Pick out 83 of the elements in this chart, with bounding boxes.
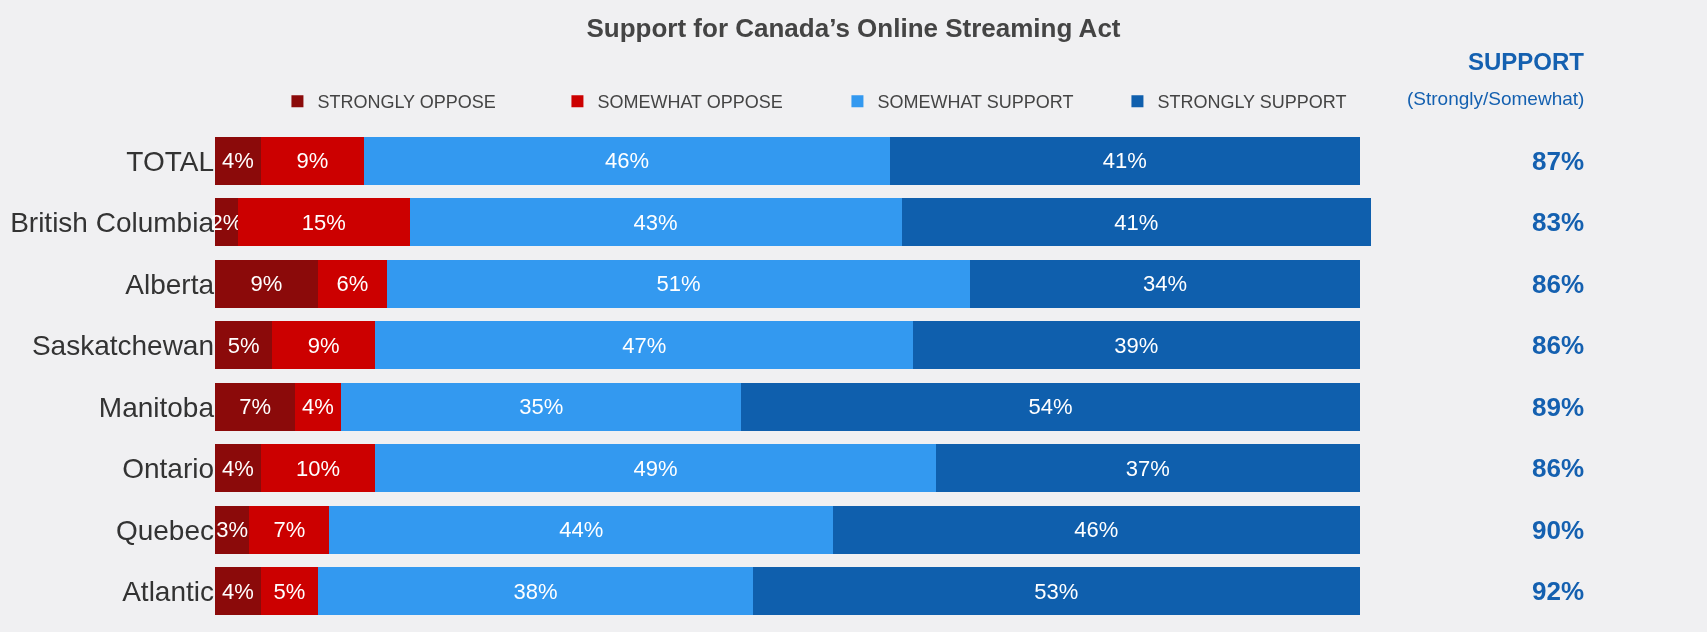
data-label: 51% — [656, 271, 701, 297]
data-label: 5% — [227, 332, 260, 358]
data-label: 54% — [1028, 394, 1073, 420]
text: (Strongly/Somewhat) — [1407, 88, 1585, 109]
bar — [249, 505, 330, 554]
bar — [295, 382, 341, 431]
data-label: 35% — [519, 394, 564, 420]
bar — [833, 505, 1360, 554]
bar — [215, 321, 273, 370]
data-label: 39% — [1114, 332, 1159, 358]
bar — [386, 259, 971, 308]
data-label: 9% — [307, 332, 340, 358]
bar — [363, 136, 891, 185]
text: 83% — [1532, 207, 1585, 237]
bar — [215, 567, 261, 616]
bar — [741, 382, 1360, 431]
data-label: 37% — [1125, 455, 1170, 481]
data-label: 41% — [1114, 209, 1159, 235]
data-label: 3% — [216, 517, 249, 543]
data-label: 46% — [1074, 517, 1119, 543]
bar — [215, 382, 296, 431]
bar — [752, 567, 1360, 616]
legend-label: SOMEWHAT OPPOSE — [597, 92, 783, 113]
bar — [913, 321, 1360, 370]
bar — [375, 444, 937, 493]
data-label: 7% — [239, 394, 271, 420]
bar — [970, 259, 1360, 308]
data-label: 43% — [633, 209, 678, 235]
data-label: 4% — [221, 148, 254, 174]
y-tick-label: Ontario — [122, 453, 214, 485]
data-label: 41% — [1102, 148, 1147, 174]
bar — [890, 136, 1360, 185]
data-label: 9% — [296, 148, 329, 174]
bar — [901, 198, 1371, 247]
data-label: 34% — [1142, 271, 1187, 297]
bar — [375, 321, 914, 370]
text: 86% — [1532, 453, 1585, 483]
data-label: 10% — [295, 455, 341, 481]
data-label: 47% — [622, 332, 667, 358]
y-tick-label: Alberta — [125, 268, 215, 300]
data-label: 6% — [336, 271, 369, 297]
bar — [260, 567, 319, 616]
text: SUPPORT — [1468, 48, 1585, 75]
text: 90% — [1532, 515, 1585, 545]
y-tick-label: Saskatchewan — [31, 330, 214, 362]
data-label: 46% — [605, 148, 650, 174]
bar — [260, 444, 376, 493]
text: 86% — [1532, 269, 1585, 299]
legend-label: SOMEWHAT SUPPORT — [877, 92, 1074, 113]
data-label: 9% — [250, 271, 283, 297]
y-tick-label: TOTAL — [126, 145, 214, 177]
bar — [215, 136, 261, 185]
data-label: 5% — [273, 578, 306, 604]
bar — [409, 198, 902, 247]
bar — [272, 321, 376, 370]
data-label: 7% — [273, 517, 306, 543]
legend-label: STRONGLY OPPOSE — [317, 92, 496, 113]
bar — [329, 505, 834, 554]
bar — [260, 136, 364, 185]
data-label: 53% — [1034, 578, 1079, 604]
bar — [318, 259, 387, 308]
data-label: 4% — [302, 394, 334, 420]
text: 86% — [1532, 330, 1585, 360]
bar — [215, 259, 319, 308]
data-label: 49% — [633, 455, 678, 481]
data-label: 4% — [221, 455, 254, 481]
chart-title: Support for Canada’s Online Streaming Act — [586, 13, 1121, 44]
y-tick-label: Manitoba — [98, 391, 215, 423]
text: 87% — [1532, 146, 1585, 176]
legend-label: STRONGLY SUPPORT — [1157, 92, 1347, 113]
bar — [215, 444, 261, 493]
bar — [936, 444, 1360, 493]
data-label: 38% — [513, 578, 558, 604]
y-tick-label: Atlantic — [122, 576, 214, 608]
y-tick-label: Quebec — [115, 514, 214, 546]
bar — [237, 198, 410, 247]
bar — [340, 382, 742, 431]
bar — [318, 567, 753, 616]
data-label: 44% — [559, 517, 604, 543]
data-label: 15% — [301, 209, 346, 235]
text: 89% — [1532, 392, 1585, 422]
text: 92% — [1532, 576, 1585, 606]
data-label: 4% — [221, 578, 254, 604]
